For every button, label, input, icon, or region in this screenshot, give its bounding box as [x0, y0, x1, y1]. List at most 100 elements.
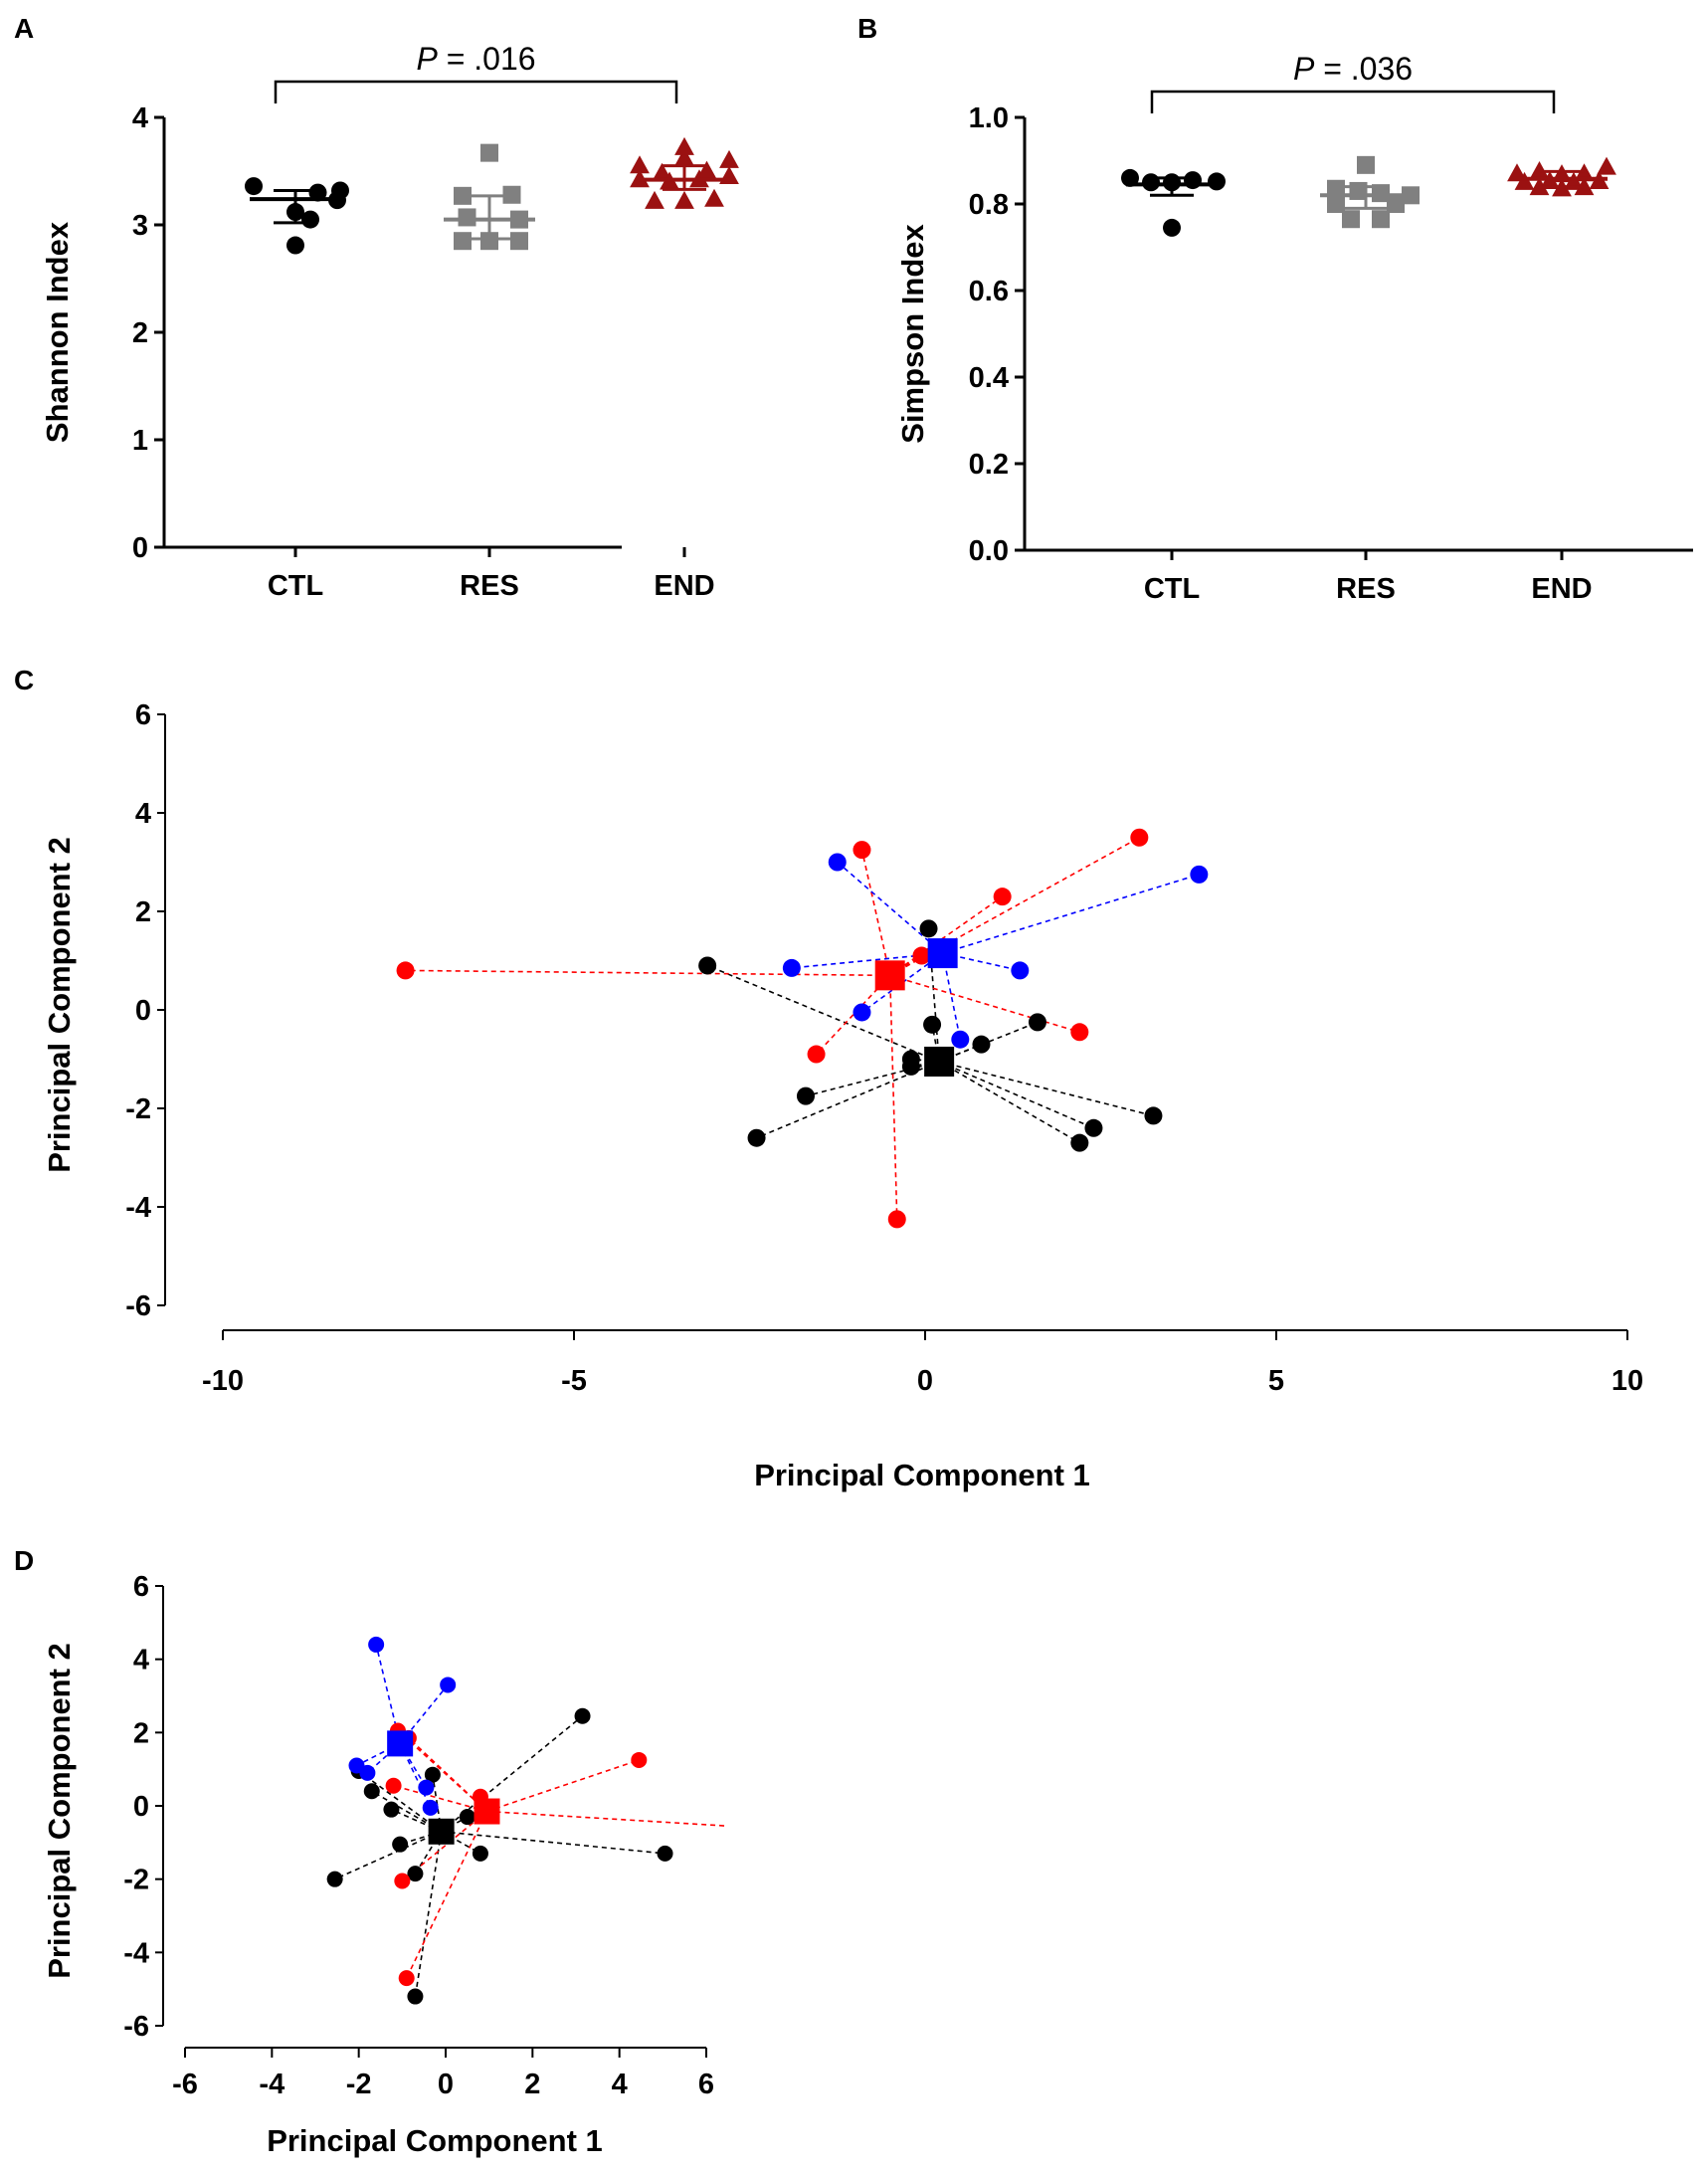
x-tick-label: -10	[202, 1365, 244, 1397]
data-point	[363, 1783, 380, 1800]
data-point	[407, 1988, 424, 2005]
spoke-line	[889, 974, 1080, 1034]
data-point	[698, 956, 717, 975]
y-tick-label: 6	[135, 699, 151, 731]
x-tick-label-ctl: CTL	[268, 570, 323, 602]
data-point	[951, 1030, 970, 1049]
data-point	[1529, 161, 1550, 180]
data-point	[245, 177, 263, 196]
y-tick-label: 1.0	[969, 102, 1009, 134]
y-tick-label: 0	[132, 532, 148, 564]
centroid-red	[874, 960, 905, 991]
y-axis-title: Principal Component 2	[42, 1643, 77, 1979]
chart-b-simpson: 0.0 0.2 0.4 0.6 0.8 1.0 Simpson Index CTL RES END…	[895, 51, 1693, 605]
data-point	[398, 1970, 415, 1987]
data-point	[359, 1764, 376, 1781]
data-point	[1208, 172, 1226, 191]
p-value-text: = .016	[438, 41, 536, 77]
spoke-line	[706, 964, 940, 1063]
p-value-symbol: P	[416, 41, 438, 77]
chart-a-shannon: 0 1 2 3 4 Shannon Index CTL RES END P = .016	[40, 41, 739, 602]
data-point	[1372, 210, 1390, 229]
x-tick-label: 0	[438, 2069, 454, 2100]
data-point	[631, 1751, 648, 1768]
data-point	[674, 190, 694, 209]
data-point	[472, 1845, 488, 1862]
y-tick-label: 4	[132, 102, 148, 134]
significance-bracket	[274, 80, 678, 103]
data-point	[418, 1779, 435, 1796]
y-tick-label: 2	[133, 1717, 149, 1749]
data-point	[674, 147, 694, 166]
data-point	[1011, 961, 1030, 980]
y-axis-title: Shannon Index	[40, 221, 75, 443]
spoke-line	[393, 1784, 487, 1813]
y-axis-title: Simpson Index	[895, 224, 930, 444]
x-tick-label-res: RES	[1336, 573, 1396, 605]
points-red	[396, 828, 1149, 1229]
y-tick-label: 0.0	[969, 535, 1009, 567]
spoke-line	[938, 1061, 1080, 1144]
data-point	[458, 208, 476, 227]
data-point	[440, 1677, 457, 1693]
y-tick-label: 1	[132, 425, 148, 457]
data-point	[392, 1836, 409, 1853]
spoke-line	[888, 975, 898, 1220]
group-end	[630, 136, 739, 209]
points-red	[385, 1722, 648, 1987]
data-point	[1327, 179, 1345, 198]
y-tick-label: 3	[132, 210, 148, 242]
spoke-line	[756, 1061, 940, 1139]
x-tick-label: 10	[1612, 1365, 1643, 1397]
data-point	[719, 149, 739, 168]
data-point	[923, 1015, 942, 1034]
data-point	[331, 181, 349, 200]
spoke-line	[889, 895, 1004, 977]
x-tick-label: -2	[346, 2069, 372, 2100]
data-point	[1084, 1118, 1103, 1137]
data-point	[286, 236, 304, 255]
centroid-blue	[927, 938, 958, 969]
spoke-line	[334, 1831, 442, 1880]
y-tick-label: -4	[125, 1192, 151, 1224]
spoke-line	[405, 1811, 488, 1979]
data-point	[1070, 1023, 1089, 1042]
panel-label-d: D	[14, 1545, 34, 1576]
y-axis-title: Principal Component 2	[42, 837, 77, 1173]
data-point	[887, 1210, 906, 1229]
data-point	[657, 1845, 673, 1862]
spoke-line	[860, 952, 944, 1014]
data-point	[796, 1086, 815, 1105]
y-tick-label: 4	[135, 798, 151, 830]
data-point	[912, 946, 931, 965]
data-point	[630, 155, 650, 174]
data-point	[1327, 195, 1345, 213]
data-point	[807, 1045, 826, 1064]
y-tick-label: -2	[123, 1865, 149, 1896]
data-point	[383, 1801, 400, 1818]
data-point	[1190, 865, 1209, 884]
significance-bracket	[1150, 90, 1556, 113]
x-tick-label: -6	[172, 2069, 198, 2100]
y-tick-label: -4	[123, 1937, 149, 1969]
data-point	[454, 186, 472, 205]
data-point	[972, 1035, 991, 1054]
data-point	[1028, 1013, 1046, 1032]
data-point	[1574, 177, 1595, 196]
x-tick-label-end: END	[1531, 573, 1592, 605]
spoke-line	[486, 1810, 728, 1828]
y-tick-label: -6	[123, 2011, 149, 2043]
y-tick-label: 2	[135, 896, 151, 928]
data-point	[674, 136, 694, 155]
data-point	[326, 1871, 343, 1887]
data-point	[502, 185, 521, 204]
x-tick-label: 4	[612, 2069, 628, 2100]
spoke-line	[941, 952, 962, 1040]
points-black	[698, 919, 1163, 1152]
data-point	[1574, 163, 1595, 182]
data-point	[1163, 218, 1181, 237]
spokes-blue	[791, 861, 1200, 1040]
data-point	[396, 961, 415, 980]
x-tick-label: -5	[561, 1365, 587, 1397]
spoke-line	[356, 1742, 401, 1767]
